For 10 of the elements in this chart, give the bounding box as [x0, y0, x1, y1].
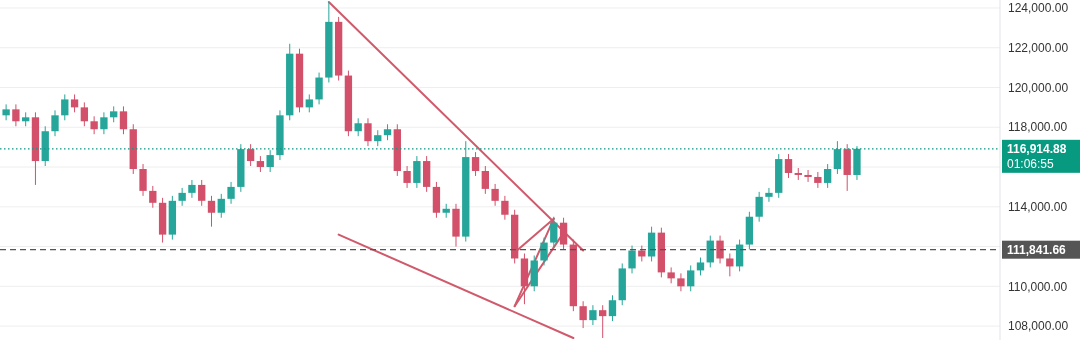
y-tick-label: 110,000.00 — [1008, 279, 1068, 294]
text: 01:06:55 — [1007, 157, 1055, 172]
y-tick-label: 120,000.00 — [1008, 80, 1069, 95]
ref-line-label: 116,914.88 — [1007, 142, 1067, 157]
y-tick-label: 122,000.00 — [1008, 40, 1069, 55]
y-tick-label: 108,000.00 — [1008, 319, 1069, 334]
y-tick-label: 118,000.00 — [1008, 120, 1068, 135]
y-tick-label: 124,000.00 — [1008, 1, 1069, 16]
ref-line-label: 111,841.66 — [1007, 242, 1067, 257]
y-tick-label: 114,000.00 — [1008, 199, 1068, 214]
